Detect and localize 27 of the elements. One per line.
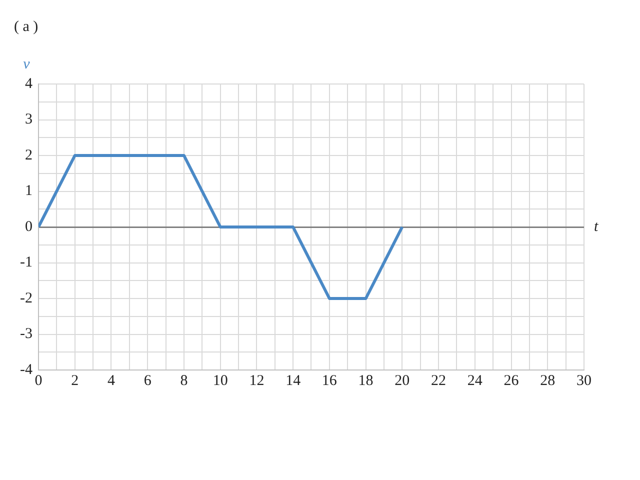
y-tick-label: 4 bbox=[24, 76, 33, 92]
x-tick-label: 14 bbox=[286, 372, 302, 389]
x-tick-label: 10 bbox=[212, 372, 228, 389]
x-tick-label: 12 bbox=[249, 372, 264, 389]
x-tick-label: 2 bbox=[71, 372, 79, 389]
x-tick-label: 24 bbox=[467, 372, 483, 389]
y-axis-title: v bbox=[23, 56, 30, 72]
y-tick-label: 1 bbox=[24, 183, 32, 200]
x-tick-label: 4 bbox=[107, 372, 116, 389]
x-tick-label: 26 bbox=[504, 372, 520, 389]
y-tick-label: -1 bbox=[20, 254, 32, 271]
y-tick-label: -3 bbox=[20, 326, 32, 342]
x-tick-label: 22 bbox=[431, 372, 446, 389]
x-axis-title: t bbox=[594, 218, 599, 235]
x-tick-label: 18 bbox=[358, 372, 374, 389]
x-tick-label: 8 bbox=[180, 372, 188, 389]
x-tick-label: 28 bbox=[540, 372, 556, 389]
y-tick-label: 0 bbox=[24, 218, 32, 235]
x-tick-label: 20 bbox=[394, 372, 410, 389]
y-tick-label: -2 bbox=[20, 290, 32, 306]
x-tick-label: 6 bbox=[144, 372, 152, 389]
y-tick-label: 2 bbox=[24, 147, 32, 164]
x-tick-label: 16 bbox=[322, 372, 338, 389]
y-tick-label: 3 bbox=[24, 112, 32, 128]
x-tick-label: 30 bbox=[576, 372, 592, 389]
y-tick-label: -4 bbox=[20, 362, 33, 378]
chart-title: ( a ) bbox=[14, 18, 38, 35]
